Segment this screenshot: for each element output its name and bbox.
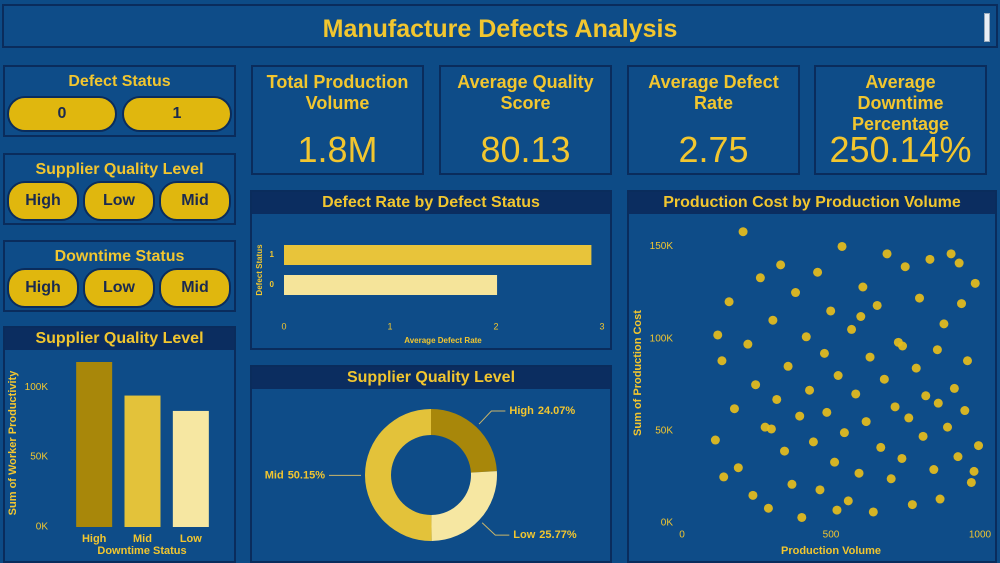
kpi-value: 1.8M: [297, 129, 378, 170]
chart-title: Defect Rate by Defect Status: [252, 192, 610, 214]
slicer-option[interactable]: 1: [122, 96, 232, 132]
slicer-option[interactable]: Low: [83, 181, 155, 221]
kpi-card: Average Defect Rate 2.75: [627, 65, 800, 175]
chart-panel: Production Cost by Production Volume: [627, 190, 997, 563]
kpi-label: Total Production Volume: [266, 72, 409, 113]
kpi-label: Average Downtime Percentage: [851, 72, 950, 134]
kpi-card: Average Quality Score 80.13: [439, 65, 612, 175]
chart-panel: Supplier Quality Level: [3, 326, 236, 563]
chart-title: Supplier Quality Level: [252, 367, 610, 389]
kpi-value: 80.13: [480, 129, 571, 170]
slicer: Downtime Status High Low Mid: [3, 240, 236, 312]
scrollbar[interactable]: [984, 13, 990, 42]
chart-title: Production Cost by Production Volume: [629, 192, 995, 214]
slicer-option[interactable]: High: [7, 181, 79, 221]
kpi-value: 2.75: [678, 129, 749, 170]
page-title: Manufacture Defects Analysis: [322, 15, 678, 43]
kpi-label: Average Quality Score: [457, 72, 594, 113]
kpi-card: Total Production Volume 1.8M: [251, 65, 424, 175]
slicer-option[interactable]: Mid: [159, 181, 231, 221]
chart-panel: Defect Rate by Defect Status: [250, 190, 612, 350]
slicer-option[interactable]: 0: [7, 96, 117, 132]
kpi-value: 250.14%: [829, 129, 972, 170]
slicer: Defect Status 0 1: [3, 65, 236, 137]
slicer-option[interactable]: High: [7, 268, 79, 308]
slicer-title: Defect Status: [68, 73, 171, 90]
slicer-title: Supplier Quality Level: [35, 161, 204, 178]
slicer-option[interactable]: Mid: [159, 268, 231, 308]
header: Manufacture Defects Analysis: [2, 4, 998, 48]
chart-panel: Supplier Quality Level: [250, 365, 612, 563]
kpi-label: Average Defect Rate: [648, 72, 779, 113]
kpi-card: Average Downtime Percentage 250.14%: [814, 65, 987, 175]
slicer-option[interactable]: Low: [83, 268, 155, 308]
slicer-title: Downtime Status: [54, 248, 185, 265]
chart-title: Supplier Quality Level: [5, 328, 234, 350]
slicer: Supplier Quality Level High Low Mid: [3, 153, 236, 225]
